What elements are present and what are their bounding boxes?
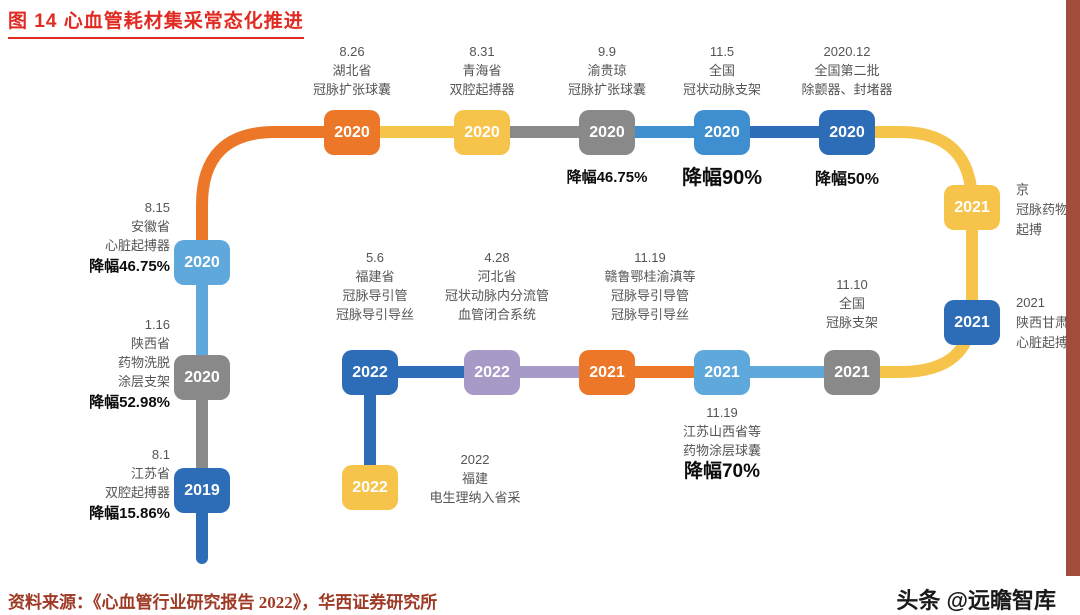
label-2021-national-stent: 11.10 全国 冠脉支架 bbox=[825, 277, 878, 330]
timeline-node-2020-anhui: 2020 bbox=[174, 240, 230, 285]
label-hubei-balloon: 8.26 湖北省 冠脉扩张球囊 bbox=[312, 44, 391, 97]
highlight-drop-15-86: 降幅15.86% bbox=[89, 505, 170, 522]
highlight-drop-52-98: 降幅52.98% bbox=[89, 394, 170, 411]
timeline-node-2020-yuguiqiong: 2020 bbox=[579, 110, 635, 155]
timeline-node-2021-right-top: 2021 bbox=[944, 185, 1000, 230]
timeline-node-2021-national: 2021 bbox=[824, 350, 880, 395]
timeline-node-2020-shaanxi: 2020 bbox=[174, 355, 230, 400]
label-jiangsu-pacemaker: 8.1 江苏省 双腔起搏器 bbox=[104, 447, 170, 500]
label-ganlu-guidewire: 11.19 赣鲁鄂桂渝滇等 冠脉导引导管 冠脉导引导丝 bbox=[604, 250, 696, 322]
label-national-stent: 11.5 全国 冠状动脉支架 bbox=[682, 44, 761, 97]
timeline-node-2019-jiangsu: 2019 bbox=[174, 468, 230, 513]
label-hebei-shunt: 4.28 河北省 冠状动脉内分流管 血管闭合系统 bbox=[444, 250, 549, 322]
connector-curve-right-2021 bbox=[841, 126, 978, 378]
source-attribution: 资料来源：《心血管行业研究报告 2022》，华西证券研究所 bbox=[8, 593, 438, 612]
timeline-node-2020-hubei: 2020 bbox=[324, 110, 380, 155]
label-right-2021-top: 京冠脉药物 起搏 bbox=[1016, 182, 1066, 237]
timeline-node-2021-jiangsu: 2021 bbox=[694, 350, 750, 395]
connector-curve-anhui-to-hubei bbox=[196, 126, 358, 268]
timeline-node-2020-batch2: 2020 bbox=[819, 110, 875, 155]
label-right-2021-bottom: 2021 陕西甘肃 心脏起搏 bbox=[1016, 295, 1066, 350]
timeline-node-2021-ganlu: 2021 bbox=[579, 350, 635, 395]
right-edge-bar bbox=[1066, 0, 1080, 576]
label-fujian-ep: 2022 福建 电生理纳入省采 bbox=[429, 452, 521, 505]
highlight-drop-90: 降幅90% bbox=[681, 167, 763, 189]
highlight-drop-70: 降幅70% bbox=[683, 461, 761, 482]
highlight-drop-50: 降幅50% bbox=[814, 171, 880, 188]
timeline-node-2020-national: 2020 bbox=[694, 110, 750, 155]
timeline-node-2021-right-bottom: 2021 bbox=[944, 300, 1000, 345]
label-anhui-pacemaker: 8.15 安徽省 心脏起搏器 bbox=[104, 200, 170, 253]
highlight-drop-46-75-top: 降幅46.75% bbox=[566, 169, 648, 186]
highlight-drop-46-75-left: 降幅46.75% bbox=[89, 258, 170, 275]
timeline-node-2022-hebei: 2022 bbox=[464, 350, 520, 395]
timeline-node-2022-fujian: 2022 bbox=[342, 350, 398, 395]
watermark-toutiao: 头条 @远瞻智库 bbox=[896, 588, 1056, 613]
label-yuguiqiong-balloon: 9.9 渝贵琼 冠脉扩张球囊 bbox=[567, 44, 646, 97]
label-qinghai-pacemaker: 8.31 青海省 双腔起搏器 bbox=[449, 44, 515, 97]
figure-title: 图 14 心血管耗材集采常态化推进 bbox=[8, 6, 304, 39]
label-batch2-devices: 2020.12 全国第二批 除颤器、封堵器 bbox=[801, 44, 893, 97]
label-shaanxi-stent: 1.16 陕西省 药物洗脱 涂层支架 bbox=[117, 317, 170, 389]
timeline-node-2022-ep: 2022 bbox=[342, 465, 398, 510]
label-fujian-guidewire: 5.6 福建省 冠脉导引管 冠脉导引导丝 bbox=[335, 250, 414, 322]
timeline-node-2020-qinghai: 2020 bbox=[454, 110, 510, 155]
label-jiangsu-balloon: 11.19 江苏山西省等 药物涂层球囊 bbox=[682, 405, 761, 458]
